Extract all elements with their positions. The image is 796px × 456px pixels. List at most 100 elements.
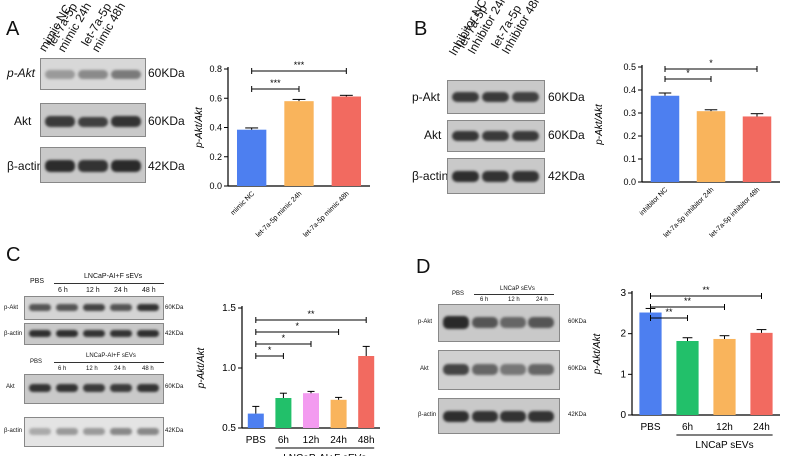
sig-label: * — [709, 58, 713, 68]
blot-c2-t3: 24 h — [114, 366, 126, 372]
blot-c-actin2-label: β-actin — [4, 428, 23, 434]
blot-b-actin-label: β-actin — [412, 169, 449, 183]
bar-PBS — [639, 312, 662, 415]
y-tick-label: 0.0 — [623, 177, 636, 187]
y-tick-label: 0.5 — [623, 62, 636, 72]
blot-b-pakt-label: p-Akt — [412, 90, 441, 104]
x-tick-label: 48h — [358, 435, 375, 446]
x-tick-label: let-7a-5p inhibitor 48h — [709, 186, 762, 239]
blot-a-akt-label: Akt — [14, 114, 32, 128]
blot-d-akt-mw: 60KDa — [568, 366, 587, 372]
blot-a-akt — [40, 103, 146, 137]
x-tick-label: let-7a-5p mimic 48h — [302, 190, 350, 238]
blot-c-akt-label: Akt — [6, 384, 15, 390]
y-tick-label: 0.0 — [209, 181, 222, 191]
chart-c: 0.51.01.5p-Akt/AktPBS6h12h24h48h*****LNC… — [196, 303, 380, 456]
panel-label-b: B — [414, 18, 428, 40]
panel-label-a: A — [6, 18, 20, 40]
blot-c2-t2: 12 h — [86, 366, 98, 372]
bar-PBS — [247, 413, 264, 428]
y-tick-label: 2 — [620, 329, 626, 340]
y-tick-label: 0 — [620, 410, 626, 421]
blot-a-pakt-label: p-Akt — [7, 66, 36, 80]
blot-b-akt-label: Akt — [424, 128, 442, 142]
blot-c1-group: LNCaP-AI+F sEVs — [84, 273, 143, 280]
blot-c1-t1: 6 h — [58, 287, 68, 294]
group-label: LNCaP sEVs — [695, 440, 753, 451]
sig-label: ** — [665, 307, 673, 317]
y-tick-label: 0.1 — [623, 154, 636, 164]
x-tick-label: 6h — [278, 435, 289, 446]
x-tick-label: 24h — [753, 422, 770, 433]
y-tick-label: 0.4 — [623, 85, 636, 95]
group-label: LNCaP-AI+F sEVs — [283, 453, 366, 456]
blot-c-actin1 — [24, 323, 164, 345]
blot-c-actin1-label: β-actin — [4, 331, 23, 337]
blot-c2-t4: 48 h — [142, 366, 154, 372]
blot-d-group: LNCaP sEVs — [500, 286, 535, 292]
blot-d-pakt — [438, 304, 560, 342]
blot-c-actin1-mw: 42KDa — [165, 331, 184, 337]
blot-c1-t3: 24 h — [114, 287, 128, 294]
blot-b-akt — [447, 120, 545, 152]
blot-c-actin2 — [24, 417, 164, 447]
blot-a-akt-mw: 60KDa — [148, 114, 185, 128]
bar-let-7a-5p inhibitor 24h — [696, 111, 726, 182]
bar-24h — [330, 399, 347, 428]
bar-12h — [302, 393, 320, 428]
blot-b-pakt-mw: 60KDa — [548, 90, 585, 104]
blot-b-pakt — [447, 80, 545, 114]
y-axis-label: p-Akt/Akt — [194, 106, 205, 149]
blot-b-actin — [447, 158, 545, 194]
blot-a-pakt-mw: 60KDa — [148, 66, 185, 80]
x-tick-label: mimic NC — [230, 190, 256, 216]
blot-c-pakt — [24, 296, 164, 320]
sig-label: ** — [307, 309, 315, 319]
blot-d-pakt-mw: 60KDa — [568, 319, 587, 325]
blot-c-akt-mw: 60KDa — [165, 384, 184, 390]
y-tick-label: 0.5 — [222, 423, 236, 434]
x-tick-label: 12h — [716, 422, 733, 433]
bar-48h — [358, 356, 375, 428]
y-tick-label: 3 — [620, 288, 626, 299]
blot-a-actin-mw: 42KDa — [148, 159, 185, 173]
x-tick-label: let-7a-5p mimic 24h — [255, 190, 303, 238]
bar-6h — [676, 340, 699, 415]
blot-a-actin — [40, 147, 146, 183]
panel-label-c: C — [6, 244, 21, 266]
blot-a-actin-label: β-actin — [7, 159, 44, 173]
sig-label: * — [295, 321, 299, 331]
blot-a-pakt — [40, 58, 146, 90]
blot-d-pbs: PBS — [452, 291, 465, 297]
y-axis-label: p-Akt/Akt — [594, 103, 605, 146]
x-tick-label: 12h — [303, 435, 320, 446]
bar-inhibitor NC — [650, 95, 680, 182]
x-tick-label: PBS — [640, 422, 660, 433]
blot-d-actin-label: β-actin — [418, 412, 437, 418]
blot-d-actin — [438, 398, 560, 434]
y-tick-label: 0.4 — [209, 123, 222, 133]
bar-let-7a-5p mimic 24h — [284, 101, 314, 186]
blot-c-pakt-mw: 60KDa — [165, 305, 184, 311]
bar-let-7a-5p mimic 48h — [331, 96, 362, 186]
sig-label: *** — [270, 78, 281, 88]
y-tick-label: 1.0 — [222, 363, 236, 374]
blot-d-akt-label: Akt — [420, 366, 429, 372]
panel-label-d: D — [416, 256, 431, 278]
x-tick-label: 6h — [682, 422, 693, 433]
blot-c1-pbs: PBS — [30, 278, 45, 285]
blot-c1-t2: 12 h — [86, 287, 100, 294]
blot-d-t3: 24 h — [536, 297, 548, 303]
x-tick-label: let-7a-5p inhibitor 24h — [663, 186, 716, 239]
bar-12h — [713, 338, 736, 415]
y-axis-label: p-Akt/Akt — [592, 333, 603, 376]
blot-c-actin2-mw: 42KDa — [165, 428, 184, 434]
blot-d-t1: 6 h — [480, 297, 489, 303]
bar-let-7a-5p inhibitor 48h — [742, 116, 772, 182]
blot-d-akt — [438, 350, 560, 390]
bar-mimic NC — [236, 129, 267, 186]
blot-c-pakt-label: p-Akt — [4, 305, 19, 311]
sig-label: * — [268, 345, 272, 355]
